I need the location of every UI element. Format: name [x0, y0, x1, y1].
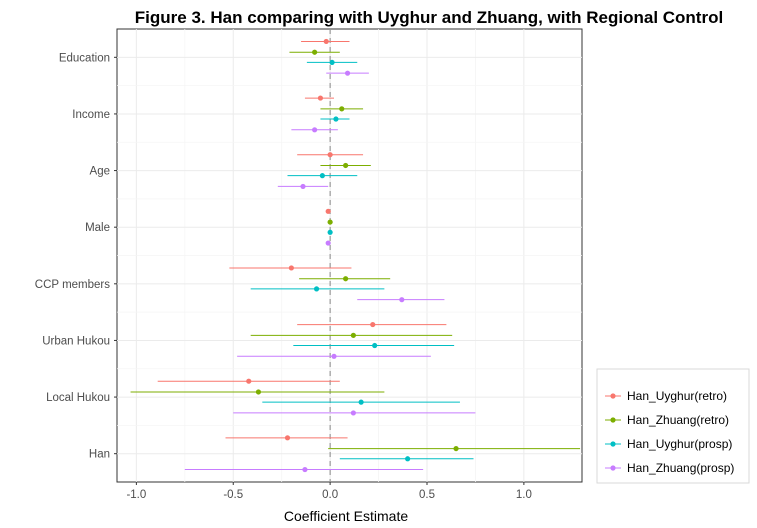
estimate-point	[302, 466, 308, 473]
y-tick-label: CCP members	[35, 279, 110, 291]
estimate-point	[329, 59, 335, 66]
x-axis-title: Coefficient Estimate	[284, 508, 408, 524]
estimate-point	[372, 342, 378, 349]
estimate-point	[317, 95, 324, 101]
legend-key-point	[610, 417, 616, 423]
estimate-point	[312, 127, 318, 133]
legend-label: Han_Zhuang(retro)	[627, 413, 729, 427]
legend-key	[605, 417, 621, 423]
series-Han_Uyghur(retro)	[157, 38, 447, 441]
estimate-point	[350, 332, 356, 338]
chart-title: Figure 3. Han comparing with Uyghur and …	[135, 8, 723, 27]
series-Han_Uyghur(prosp)	[250, 59, 474, 462]
estimate-point	[327, 152, 333, 158]
estimate-point	[255, 389, 262, 395]
legend-label: Han_Uyghur(prosp)	[627, 437, 732, 451]
estimate-point	[339, 106, 345, 112]
legend-label: Han_Zhuang(prosp)	[627, 461, 734, 475]
estimate-point	[288, 265, 294, 271]
y-tick-label: Local Hukou	[46, 392, 110, 404]
legend-key	[605, 465, 621, 471]
y-tick-label: Income	[72, 109, 110, 121]
estimate-point	[327, 229, 333, 235]
estimate-point	[344, 70, 351, 76]
estimate-marks	[130, 38, 581, 473]
grid-lines	[117, 29, 582, 482]
x-tick-label: 1.0	[516, 489, 532, 501]
legend-box	[596, 368, 750, 484]
y-tick-label: Male	[85, 222, 110, 234]
estimate-point	[327, 219, 333, 225]
y-tick-label: Urban Hukou	[42, 335, 110, 347]
y-tick-label: Age	[90, 166, 110, 178]
y-axis-tick-labels: Education Income Age Male CCP members Urban H…	[35, 52, 117, 461]
series-Han_Zhuang(prosp)	[184, 70, 476, 473]
legend-key-point	[610, 393, 616, 399]
x-tick-label: -0.5	[223, 489, 243, 501]
estimate-point	[312, 49, 318, 55]
estimate-point	[370, 321, 376, 328]
estimate-point	[331, 353, 337, 359]
legend-key	[605, 393, 621, 399]
legend-key	[605, 441, 621, 447]
series-Han_Zhuang(retro)	[130, 49, 581, 452]
estimate-point	[300, 183, 306, 190]
estimate-point	[319, 173, 325, 179]
legend-label: Han_Uyghur(retro)	[627, 389, 727, 403]
y-tick-label: Education	[59, 52, 110, 64]
x-axis-tick-labels: -1.0 -0.5 0.0 0.5 1.0	[126, 482, 532, 501]
estimate-point	[333, 116, 339, 122]
estimate-point	[325, 208, 331, 214]
x-tick-label: -1.0	[126, 489, 146, 501]
legend: Han_Uyghur(retro) Han_Zhuang(retro) Han_Uy…	[596, 368, 750, 484]
estimate-point	[350, 410, 356, 416]
x-tick-label: 0.0	[322, 489, 338, 501]
estimate-point	[358, 399, 364, 405]
estimate-point	[453, 445, 459, 452]
estimate-point	[343, 276, 349, 282]
estimate-point	[405, 456, 411, 462]
legend-key-point	[610, 465, 616, 471]
estimate-point	[313, 286, 320, 292]
y-tick-label: Han	[89, 449, 110, 461]
estimate-point	[284, 435, 291, 441]
estimate-point	[323, 38, 329, 45]
estimate-point	[246, 378, 252, 384]
x-tick-label: 0.5	[419, 489, 435, 501]
estimate-point	[325, 240, 331, 246]
estimate-point	[343, 162, 349, 169]
estimate-point	[399, 297, 405, 303]
legend-key-point	[610, 441, 616, 447]
